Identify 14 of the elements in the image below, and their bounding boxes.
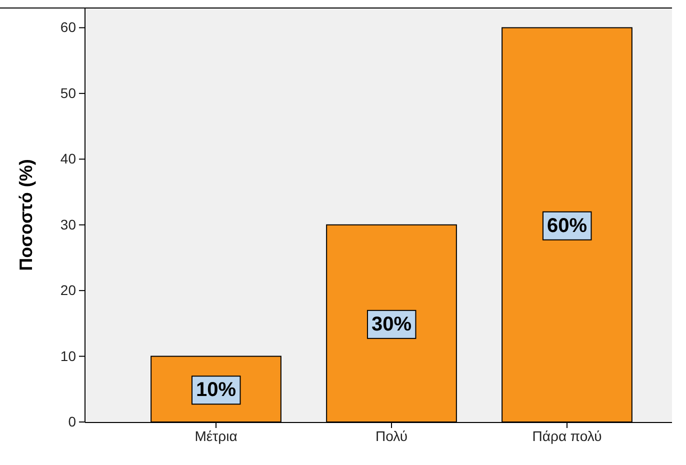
data-label: 10% <box>196 379 236 402</box>
y-tick-label: 50 <box>60 84 76 101</box>
y-tick-label: 30 <box>60 216 76 232</box>
x-tick-label: Πολύ <box>376 428 408 444</box>
data-label: 60% <box>546 214 588 237</box>
x-tick-label: Μέτρια <box>194 428 238 444</box>
x-tick-label: Πάρα πολύ <box>532 428 602 444</box>
y-axis-title: Ποσοστό (%) <box>16 159 36 271</box>
y-tick-label: 20 <box>60 282 76 298</box>
y-tick-label: 0 <box>68 413 76 430</box>
data-label: 30% <box>371 313 412 336</box>
y-tick-label: 10 <box>60 348 76 364</box>
y-tick-label: 60 <box>60 19 76 36</box>
y-tick-label: 40 <box>60 150 76 167</box>
